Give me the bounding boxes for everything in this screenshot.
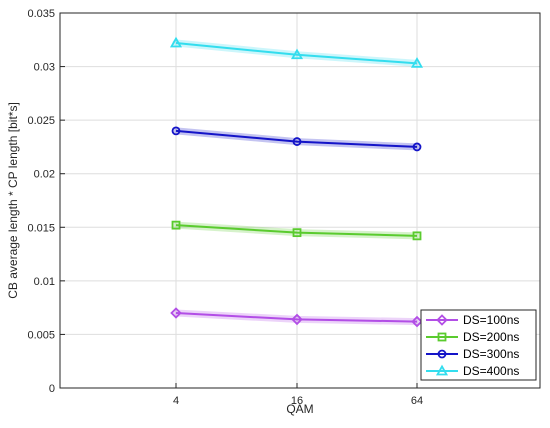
plot-area-frame <box>59 12 541 389</box>
data-point-s3-1 <box>290 48 304 60</box>
legend-label-1: DS=200ns <box>463 330 519 344</box>
data-point-s1-2 <box>412 231 422 241</box>
series-line-0 <box>175 312 418 323</box>
x-tick-label-1: 16 <box>291 395 303 407</box>
data-point-s1-0 <box>171 220 181 230</box>
series-line-3 <box>175 42 418 65</box>
series-3 <box>169 36 424 68</box>
series-2 <box>171 126 422 152</box>
data-point-s2-1 <box>292 137 302 146</box>
data-point-s2-2 <box>412 142 422 152</box>
y-tick-label-1: 0.005 <box>27 329 55 341</box>
y-tick-label-7: 0.035 <box>27 8 55 20</box>
y-tick-label-6: 0.03 <box>34 62 55 74</box>
data-point-s0-0 <box>170 307 182 319</box>
series-1 <box>171 220 422 241</box>
legend-swatch-marker-0 <box>436 314 448 326</box>
legend-entry-2: DS=300ns <box>426 347 519 361</box>
y-tick-label-0: 0 <box>49 383 55 395</box>
legend-entry-1: DS=200ns <box>426 330 519 344</box>
series-line-2 <box>175 129 418 148</box>
legend-label-2: DS=300ns <box>463 347 519 361</box>
legend-label-0: DS=100ns <box>463 313 519 327</box>
y-tick-label-2: 0.01 <box>34 276 55 288</box>
y-axis-label: CB average length * CP length [bit*s] <box>6 102 20 299</box>
x-axis-ticks: 4 16 64 <box>173 383 423 407</box>
data-point-s3-2 <box>410 57 424 68</box>
series-line-1 <box>175 224 418 237</box>
data-point-s1-1 <box>292 228 302 238</box>
legend: DS=100ns DS=200ns DS=300ns DS=400ns <box>420 309 537 381</box>
y-tick-label-5: 0.025 <box>27 115 55 127</box>
series-0 <box>170 307 423 328</box>
y-tick-label-3: 0.015 <box>27 222 55 234</box>
legend-swatch-marker-2 <box>437 349 447 359</box>
legend-entry-0: DS=100ns <box>426 313 519 327</box>
grid <box>60 12 540 389</box>
x-tick-label-0: 4 <box>173 395 179 407</box>
data-point-s2-0 <box>171 126 181 136</box>
y-tick-label-4: 0.02 <box>34 169 55 181</box>
data-point-s0-1 <box>291 313 303 326</box>
x-tick-label-2: 64 <box>411 395 423 407</box>
y-axis-ticks: 0 0.005 0.01 0.015 0.02 0.025 0.03 0.035 <box>27 8 65 395</box>
data-point-s0-2 <box>411 315 423 328</box>
data-point-s3-0 <box>169 36 183 48</box>
legend-entry-3: DS=400ns <box>426 364 519 378</box>
legend-swatch-marker-3 <box>435 364 449 376</box>
legend-swatch-marker-1 <box>437 332 447 342</box>
series-lines <box>169 36 424 328</box>
legend-label-3: DS=400ns <box>463 364 519 378</box>
x-axis-label: QAM <box>286 402 313 416</box>
